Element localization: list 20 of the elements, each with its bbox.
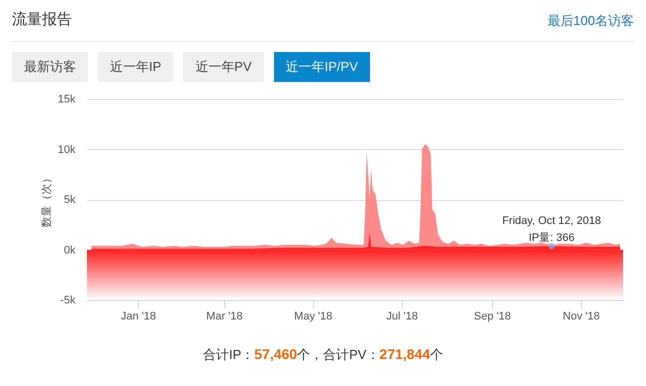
chart-title: 流量报告 (12, 10, 72, 29)
annotation: Friday, Oct 12, 2018 IP量: 366 (502, 215, 602, 244)
text: 合计IP：57,460个，合计PV：271,844个 (202, 346, 444, 364)
y-tick-label: 5k (64, 194, 76, 206)
text: 近一年IP (98, 52, 174, 82)
x-tick-label: May '18 (294, 310, 332, 322)
text: 最新访客 (12, 52, 88, 82)
y-tick-label: 0k (64, 244, 76, 256)
text: 最后100名访客 (547, 12, 634, 30)
x-tick-label: Mar '18 (206, 310, 243, 322)
text: 近一年IP/PV (274, 52, 370, 82)
x-tick-label: Jul '18 (386, 310, 418, 322)
x-tick-label: Sep '18 (474, 310, 511, 322)
text: 近一年PV (183, 52, 264, 82)
x-tick-label: Jan '18 (120, 310, 156, 322)
y-tick-label: 10k (58, 144, 76, 156)
y-axis-title: 数量（次） (40, 172, 53, 228)
y-tick-label: -5k (60, 294, 76, 306)
x-tick-label: Nov '18 (562, 310, 600, 322)
y-tick-label: 15k (58, 94, 76, 106)
